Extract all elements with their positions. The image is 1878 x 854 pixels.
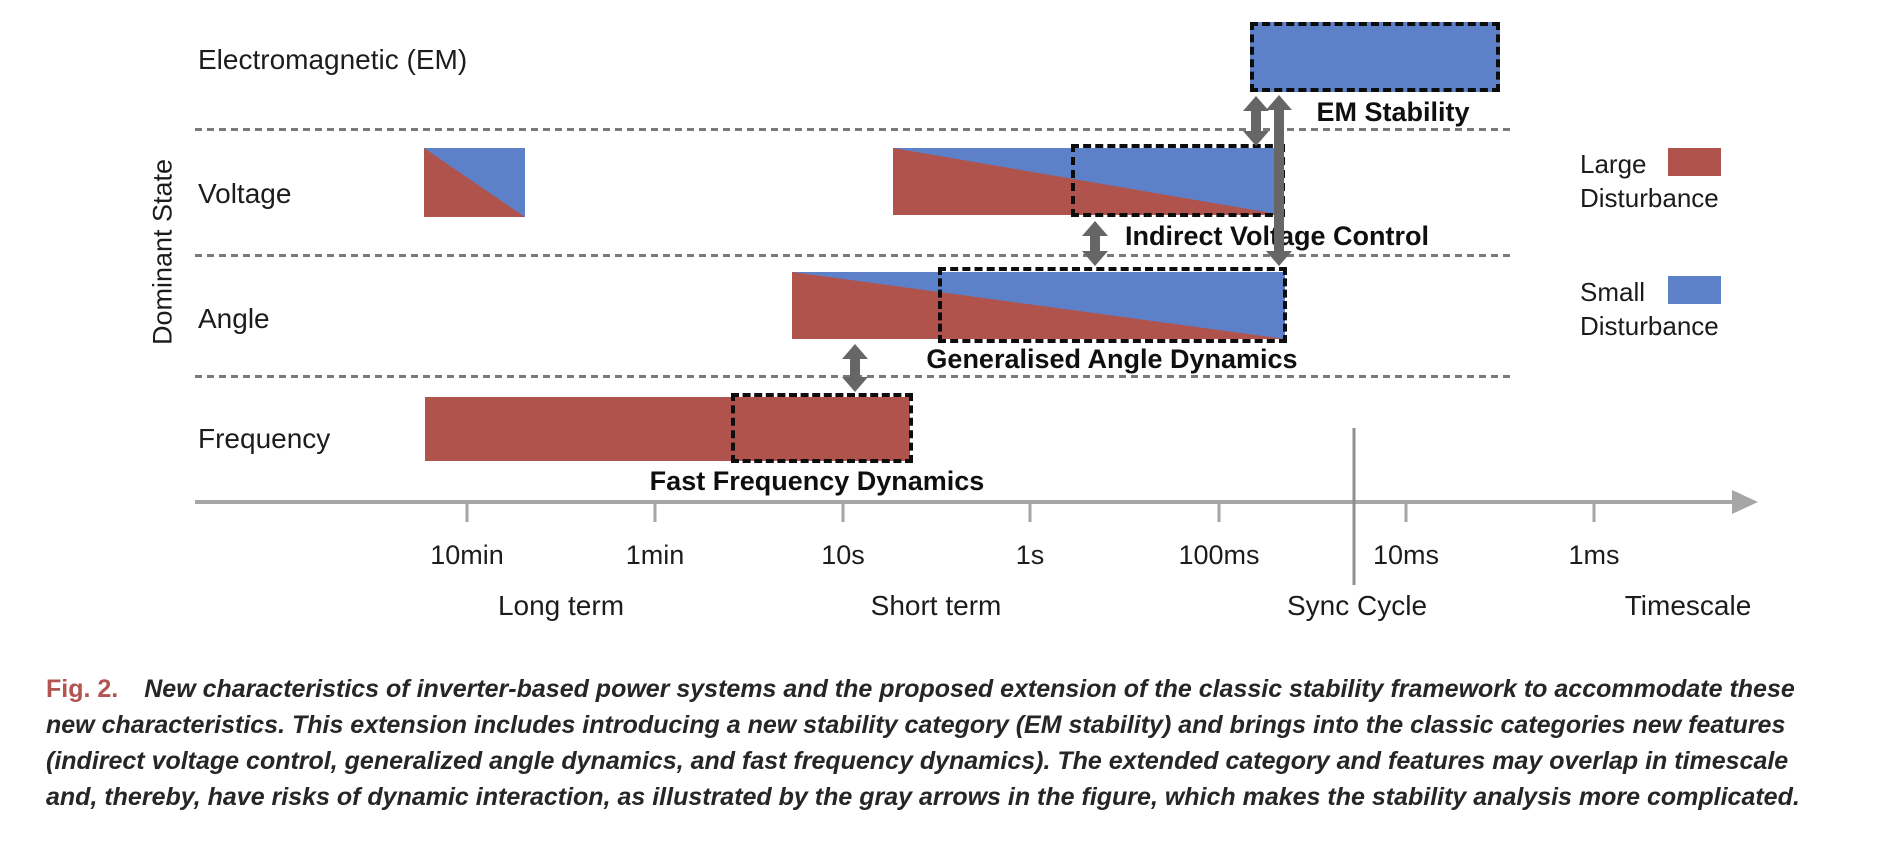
fast-frequency-dynamics-label: Fast Frequency Dynamics bbox=[649, 466, 985, 496]
indirect-voltage-control-label: Indirect Voltage Control bbox=[1124, 221, 1430, 251]
timescale-axis-arrowhead-icon bbox=[1732, 490, 1758, 514]
angle-bar bbox=[792, 272, 1285, 339]
zone-label-short-term: Short term bbox=[870, 590, 1002, 621]
voltage-angle-interaction-arrow-icon bbox=[1082, 221, 1108, 266]
zone-label-timescale: Timescale bbox=[1624, 590, 1752, 621]
figure-caption-text: New characteristics of inverter-based po… bbox=[46, 675, 1800, 811]
legend-small-disturbance: Small Disturbance bbox=[1580, 275, 1719, 343]
frequency-bar bbox=[425, 397, 910, 461]
legend-large-line1: Large bbox=[1580, 149, 1647, 179]
voltage-long-bar bbox=[893, 148, 1283, 215]
tick-label-10ms: 10ms bbox=[1372, 540, 1440, 570]
voltage-small-bar bbox=[424, 148, 525, 217]
tick-label-10s: 10s bbox=[821, 540, 865, 570]
legend-large-disturbance: Large Disturbance bbox=[1580, 147, 1719, 215]
tick-label-10min: 10min bbox=[430, 540, 504, 570]
zone-label-sync-cycle: Sync Cycle bbox=[1286, 590, 1428, 621]
tick-label-1s: 1s bbox=[1015, 540, 1045, 570]
generalised-angle-dynamics-box bbox=[938, 267, 1287, 343]
tick-label-100ms: 100ms bbox=[1178, 540, 1260, 570]
em-stability-box bbox=[1250, 22, 1500, 92]
legend-small-disturbance-swatch bbox=[1668, 276, 1721, 304]
legend-large-disturbance-swatch bbox=[1668, 148, 1721, 176]
row-label-angle: Angle bbox=[198, 303, 270, 334]
row-label-frequency: Frequency bbox=[198, 423, 331, 454]
generalised-angle-dynamics-label: Generalised Angle Dynamics bbox=[926, 344, 1298, 374]
tick-label-1min: 1min bbox=[625, 540, 685, 570]
zone-label-long-term: Long term bbox=[497, 590, 625, 621]
angle-frequency-interaction-arrow-icon bbox=[842, 344, 868, 392]
row-label-electromagnetic: Electromagnetic (EM) bbox=[198, 44, 468, 75]
row-label-voltage: Voltage bbox=[198, 178, 292, 209]
tick-label-1ms: 1ms bbox=[1568, 540, 1620, 570]
row-separator bbox=[195, 128, 1510, 131]
legend-small-line1: Small bbox=[1580, 277, 1646, 307]
row-separator bbox=[195, 254, 1510, 257]
figure-caption-tag: Fig. 2. bbox=[46, 675, 119, 703]
legend-small-line2: Disturbance bbox=[1580, 311, 1719, 341]
figure-caption: Fig. 2. New characteristics of inverter-b… bbox=[46, 671, 1846, 815]
y-axis-label: Dominant State bbox=[147, 158, 178, 346]
row-separator bbox=[195, 375, 1510, 378]
indirect-voltage-control-box bbox=[1071, 144, 1285, 217]
fast-frequency-dynamics-box bbox=[731, 393, 913, 463]
axis-ticks bbox=[465, 504, 1596, 522]
em-stability-label: EM Stability bbox=[1316, 97, 1470, 127]
em-voltage-interaction-arrow-icon bbox=[1243, 96, 1269, 146]
legend-large-line2: Disturbance bbox=[1580, 183, 1719, 213]
